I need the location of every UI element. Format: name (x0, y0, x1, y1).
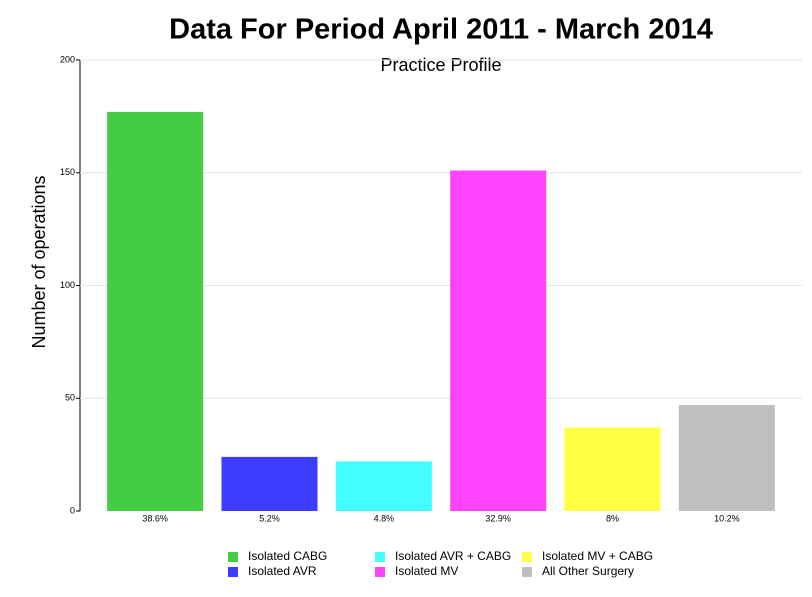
x-tick-label: 4.8% (374, 513, 395, 523)
legend-label: Isolated MV + CABG (542, 549, 653, 563)
legend-label: Isolated CABG (248, 549, 327, 563)
y-tick-label: 50 (65, 393, 75, 403)
x-tick-label: 10.2% (714, 513, 740, 523)
y-tick-label: 100 (60, 280, 75, 290)
legend-swatch (375, 552, 385, 562)
x-tick-label: 8% (606, 513, 619, 523)
x-tick-label: 5.2% (259, 513, 280, 523)
legend-label: All Other Surgery (542, 564, 634, 578)
chart-subtitle: Practice Profile (380, 55, 501, 75)
legend-swatch (228, 552, 238, 562)
chart-title: Data For Period April 2011 - March 2014 (169, 14, 713, 46)
legend-swatch (522, 552, 532, 562)
y-tick-label: 0 (70, 505, 75, 515)
x-tick-label: 38.6% (142, 513, 168, 523)
bar (107, 111, 204, 512)
y-axis-label: Number of operations (29, 175, 49, 348)
legend-label: Isolated AVR (248, 564, 317, 578)
x-tick-label: 32.9% (485, 513, 511, 523)
bar (335, 461, 432, 511)
legend-swatch (522, 567, 532, 577)
bar (564, 427, 661, 511)
bar (450, 170, 547, 511)
legend-swatch (228, 567, 238, 577)
bar (221, 456, 318, 511)
legend-label: Isolated AVR + CABG (395, 549, 511, 563)
legend-label: Isolated MV (395, 564, 458, 578)
y-tick-label: 200 (60, 54, 75, 64)
y-tick-label: 150 (60, 167, 75, 177)
bar (678, 405, 775, 511)
legend-swatch (375, 567, 385, 577)
